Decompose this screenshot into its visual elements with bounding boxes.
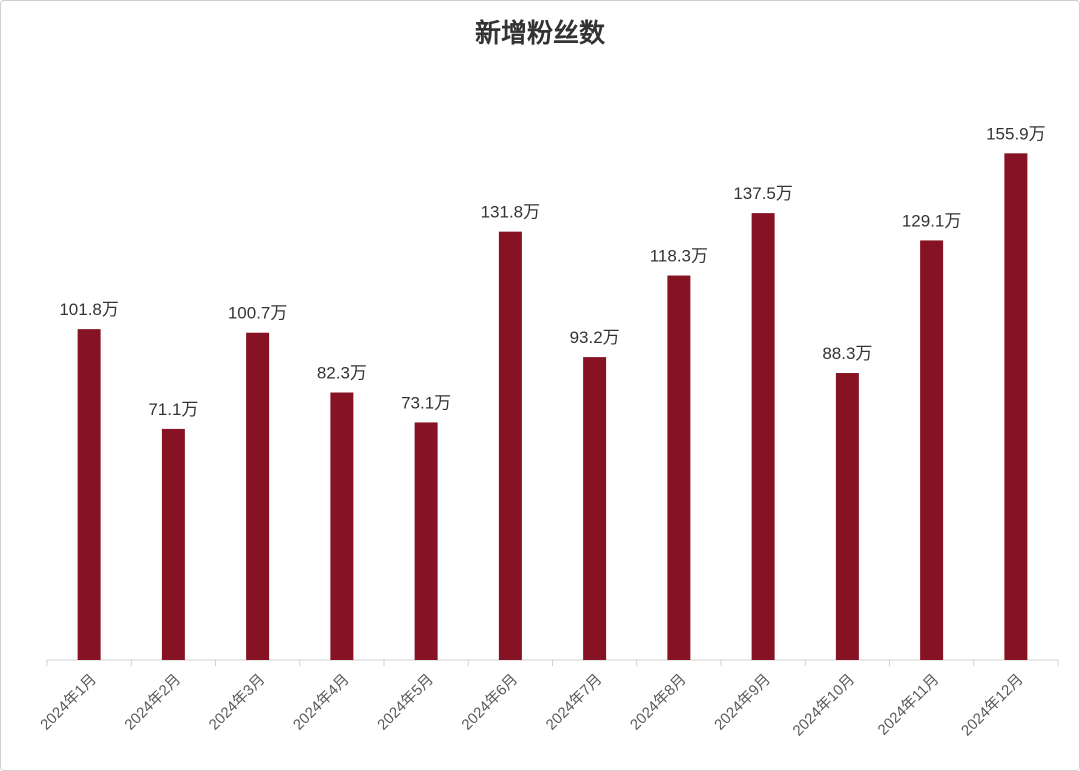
- chart-title: 新增粉丝数: [475, 18, 606, 49]
- data-label-5: 73.1万: [401, 393, 451, 412]
- data-label-3: 100.7万: [228, 304, 288, 323]
- data-label-1: 101.8万: [59, 300, 119, 319]
- data-label-11: 129.1万: [902, 211, 962, 230]
- data-label-8: 118.3万: [650, 247, 708, 266]
- bar-1: [77, 329, 101, 660]
- x-tick-label-3: 2024年3月: [206, 671, 269, 734]
- x-tick-label-8: 2024年8月: [627, 671, 690, 734]
- x-tick-labels: 2024年1月 2024年2月 2024年3月 2024年4月 2024年5月 2024年…: [37, 671, 1026, 740]
- x-tick-label-10: 2024年10月: [790, 671, 859, 740]
- x-axis-ticks: [46, 660, 1059, 666]
- data-label-9: 137.5万: [733, 184, 793, 203]
- bar-8: [667, 275, 691, 660]
- x-tick-label-4: 2024年4月: [290, 671, 353, 734]
- x-tick-label-11: 2024年11月: [875, 671, 943, 739]
- bar-7: [583, 357, 607, 660]
- bar-12: [1004, 153, 1028, 660]
- bar-11: [920, 240, 944, 661]
- bar-3: [246, 332, 270, 660]
- bar-5: [414, 422, 438, 660]
- value-labels: 101.8万 71.1万 100.7万 82.3万 73.1万 131.8万 93.2万 11…: [59, 124, 1045, 419]
- data-label-6: 131.8万: [481, 203, 541, 222]
- x-tick-label-9: 2024年9月: [711, 671, 774, 734]
- data-label-7: 93.2万: [570, 328, 620, 347]
- x-tick-label-2: 2024年2月: [121, 671, 184, 734]
- data-label-12: 155.9万: [986, 124, 1046, 143]
- x-tick-label-7: 2024年7月: [543, 671, 606, 734]
- data-label-10: 88.3万: [822, 344, 872, 363]
- data-label-4: 82.3万: [317, 364, 367, 383]
- bar-10: [835, 373, 859, 660]
- bar-9: [751, 213, 775, 660]
- x-tick-label-12: 2024年12月: [958, 671, 1027, 740]
- bar-4: [330, 392, 354, 660]
- data-label-2: 71.1万: [148, 400, 198, 419]
- bar-2: [161, 428, 185, 660]
- x-tick-label-6: 2024年6月: [458, 671, 521, 734]
- x-tick-label-1: 2024年1月: [37, 671, 100, 734]
- bar-series: [77, 153, 1028, 661]
- x-tick-label-5: 2024年5月: [374, 671, 437, 734]
- bar-6: [498, 231, 522, 660]
